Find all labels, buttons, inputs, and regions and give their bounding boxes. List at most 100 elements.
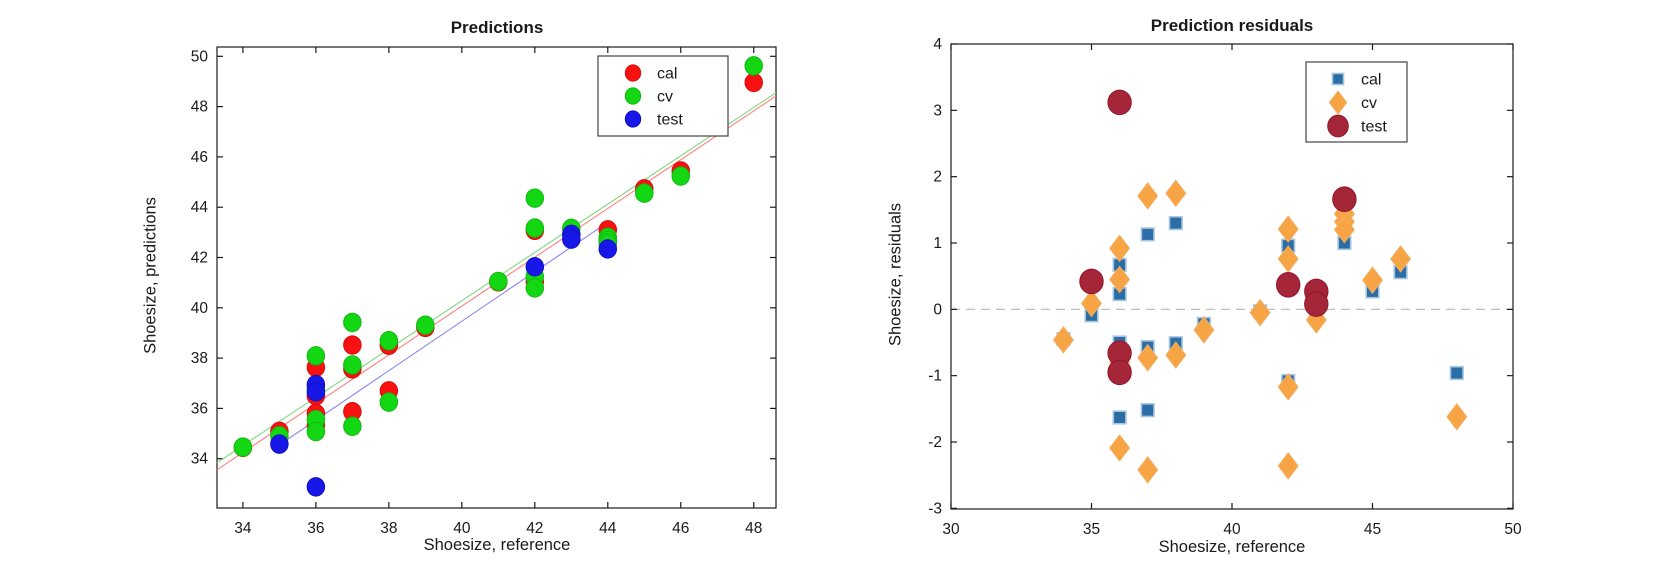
x-tick-label: 48: [745, 520, 762, 537]
legend-box: [1305, 61, 1408, 143]
cv-point: [635, 183, 654, 203]
cv-point: [1249, 298, 1271, 327]
cv-point: [343, 312, 362, 333]
cv-point: [1109, 234, 1131, 263]
legend-marker-cv: [1328, 90, 1348, 115]
x-tick-label: 42: [526, 520, 543, 537]
cv-point: [379, 331, 399, 351]
y-tick-label: -3: [928, 500, 942, 517]
y-tick-label: 44: [191, 199, 209, 216]
cal-point: [1140, 403, 1155, 418]
y-tick-label: 42: [191, 250, 208, 267]
plot-box: [950, 43, 1514, 510]
y-tick-label: 0: [933, 301, 942, 318]
x-tick-label: 50: [1504, 521, 1522, 538]
x-tick-label: 40: [1223, 521, 1241, 538]
cv-point: [1165, 341, 1187, 369]
cv-point: [1193, 316, 1215, 344]
residuals-title: Prediction residuals: [1150, 16, 1314, 35]
legend-marker-test: [624, 110, 642, 128]
x-tick-label: 46: [672, 520, 689, 537]
test-fit-line: [279, 220, 610, 446]
cv-point: [1137, 456, 1159, 484]
cv-point: [416, 315, 435, 335]
y-tick-label: 4: [933, 36, 942, 53]
y-tick-label: 3: [933, 102, 942, 119]
cv-point: [1446, 402, 1468, 431]
cv-point: [744, 56, 763, 76]
test-point: [1107, 359, 1132, 386]
test-point: [306, 382, 326, 402]
y-tick-label: -2: [928, 434, 942, 451]
y-tick-label: 40: [191, 300, 209, 317]
x-tick-label: 36: [307, 520, 324, 537]
cv-point: [1137, 182, 1159, 210]
cv-point: [343, 355, 362, 375]
cv-point: [1361, 266, 1384, 294]
x-tick-label: 45: [1364, 521, 1381, 538]
x-tick-label: 44: [599, 520, 617, 537]
cv-point: [1277, 452, 1299, 480]
cv-point: [379, 392, 399, 412]
cv-point: [525, 188, 545, 208]
cv-point: [1080, 289, 1103, 318]
legend-label-test: test: [657, 112, 683, 129]
x-tick-label: 30: [942, 521, 960, 538]
y-tick-label: 1: [933, 235, 942, 252]
y-tick-label: 50: [191, 48, 209, 65]
cv-point: [1333, 215, 1355, 244]
cv-point: [489, 271, 508, 292]
cal-point: [744, 72, 763, 93]
cv-point: [1165, 179, 1187, 208]
legend-label-cv: cv: [1361, 95, 1377, 112]
x-tick-label: 35: [1083, 521, 1100, 538]
cv-point: [1277, 373, 1299, 401]
y-tick-label: 48: [191, 99, 208, 116]
x-tick-label: 38: [380, 520, 397, 537]
cv-point: [1277, 245, 1299, 273]
cv-point: [1109, 434, 1131, 462]
cv-point: [525, 218, 545, 238]
y-tick-label: 46: [191, 149, 208, 166]
cv-point: [1137, 343, 1159, 372]
cal-point: [1449, 365, 1464, 381]
legend-box: [597, 55, 729, 137]
legend-marker-test: [1327, 114, 1349, 138]
legend-marker-cal: [624, 64, 642, 82]
legend-marker-cv: [624, 87, 642, 105]
test-point: [1332, 186, 1357, 213]
cv-point: [306, 346, 326, 366]
cv-point: [671, 166, 691, 186]
y-tick-label: 34: [191, 451, 209, 468]
test-point: [270, 434, 289, 454]
cv-point: [343, 416, 362, 436]
legend-marker-cal: [1331, 72, 1345, 86]
cv-point: [525, 278, 545, 298]
y-tick-label: 36: [191, 400, 208, 417]
test-point: [1276, 271, 1301, 298]
y-tick-label: 2: [933, 169, 942, 186]
test-point: [598, 239, 618, 259]
cv-point: [1390, 245, 1412, 273]
test-point: [1079, 268, 1104, 295]
legend-label-cal: cal: [1361, 72, 1381, 89]
x-tick-label: 34: [234, 520, 252, 537]
cv-point: [1052, 326, 1074, 354]
cv-point: [233, 437, 253, 457]
legend-label-test: test: [1361, 119, 1387, 136]
cv-point: [1277, 215, 1299, 243]
test-point: [1304, 291, 1329, 317]
predictions-xlabel: Shoesize, reference: [423, 536, 571, 554]
test-point: [306, 477, 326, 497]
legend-label-cal: cal: [657, 66, 677, 83]
legend-label-cv: cv: [657, 89, 673, 106]
cal-point: [1140, 227, 1155, 242]
predictions-title: Predictions: [450, 18, 544, 37]
x-tick-label: 40: [453, 520, 471, 537]
cal-point: [1112, 410, 1127, 425]
cv-point: [1109, 265, 1131, 294]
cal-point: [343, 335, 362, 355]
test-point: [525, 257, 545, 277]
